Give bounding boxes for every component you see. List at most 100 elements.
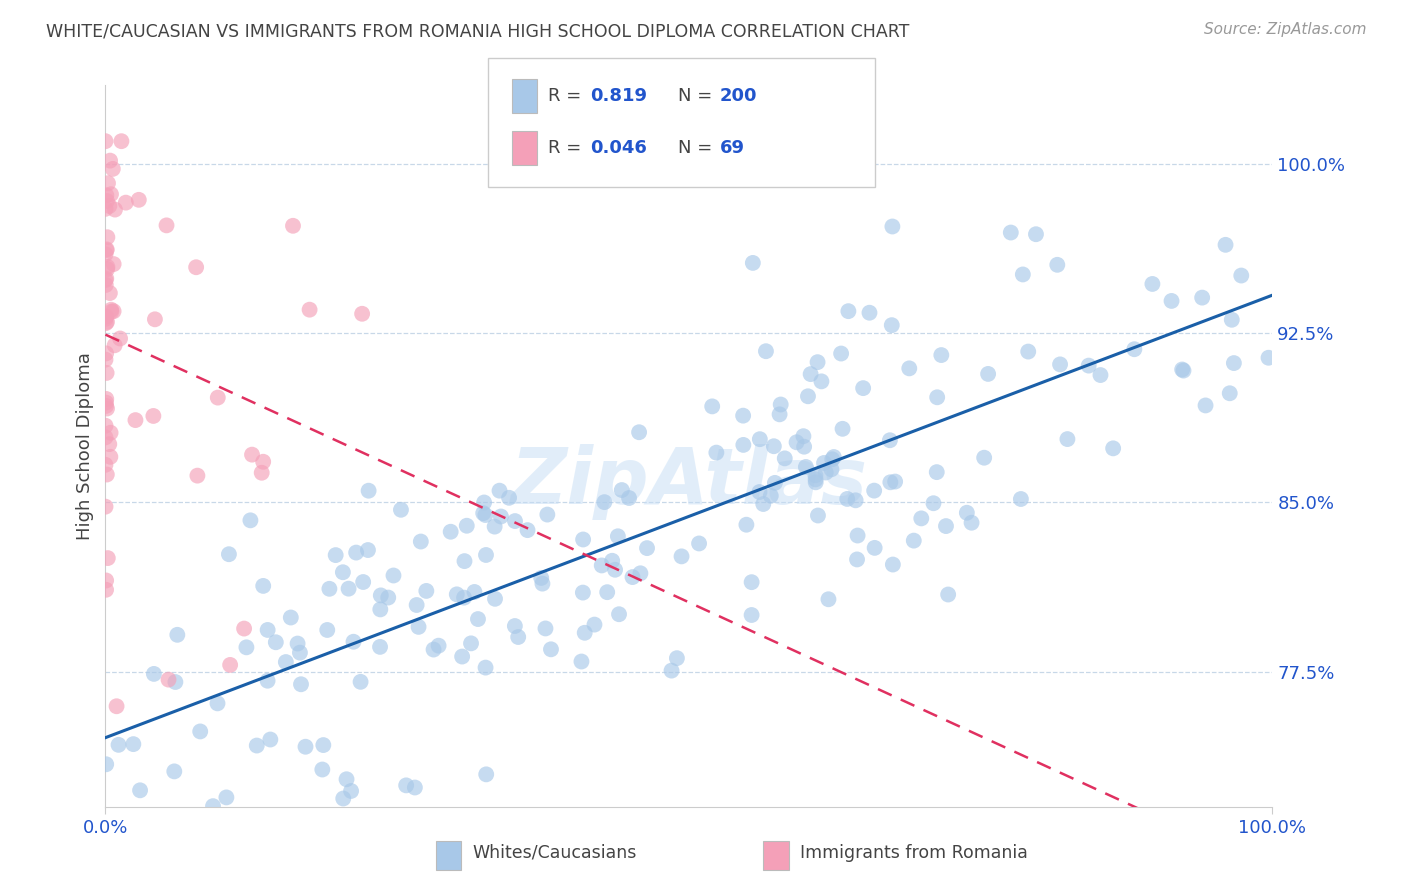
Point xyxy=(122,737,145,751)
Point xyxy=(427,639,450,653)
Point xyxy=(1102,442,1125,456)
Point xyxy=(1049,358,1071,372)
Point xyxy=(382,568,405,582)
Point xyxy=(96,188,118,202)
Point xyxy=(235,640,257,655)
Text: Immigrants from Romania: Immigrants from Romania xyxy=(800,844,1028,862)
Point xyxy=(460,636,482,650)
Point xyxy=(357,483,380,498)
Point xyxy=(219,657,242,672)
Point xyxy=(1160,293,1182,308)
Point xyxy=(440,524,463,539)
Point xyxy=(1025,227,1047,242)
Point xyxy=(233,622,256,636)
Point xyxy=(256,673,278,688)
Point xyxy=(755,344,778,359)
Point xyxy=(207,391,229,405)
Point xyxy=(735,517,758,532)
Point xyxy=(96,271,118,285)
Point xyxy=(252,579,274,593)
Point xyxy=(405,598,427,612)
Point xyxy=(281,219,304,233)
Point xyxy=(935,519,957,533)
Point xyxy=(103,304,125,318)
Point xyxy=(96,244,118,258)
Point xyxy=(404,780,426,795)
Point xyxy=(98,199,121,213)
Point xyxy=(748,432,770,446)
Point xyxy=(94,418,117,433)
Point xyxy=(94,395,117,409)
Point xyxy=(94,352,117,367)
Point xyxy=(377,591,399,605)
Point xyxy=(104,202,127,217)
Point xyxy=(98,286,121,301)
Point xyxy=(94,273,117,287)
Point xyxy=(103,257,125,271)
Point xyxy=(264,635,287,649)
Point xyxy=(498,491,520,505)
Point xyxy=(804,475,827,490)
Point xyxy=(335,772,357,787)
Point xyxy=(1011,268,1033,282)
Point xyxy=(325,548,347,562)
Point xyxy=(898,361,921,376)
Point xyxy=(628,566,651,581)
Point xyxy=(610,483,633,497)
Point xyxy=(415,583,437,598)
Point xyxy=(128,193,150,207)
Point xyxy=(661,664,683,678)
Point xyxy=(472,506,495,520)
Point xyxy=(114,195,136,210)
Point xyxy=(1191,291,1213,305)
Point xyxy=(256,623,278,637)
Point xyxy=(97,551,120,566)
Text: 0.046: 0.046 xyxy=(591,139,647,157)
Point xyxy=(94,134,117,148)
Point xyxy=(484,591,506,606)
Point xyxy=(311,763,333,777)
Point xyxy=(821,452,844,467)
Point xyxy=(132,836,155,850)
Point xyxy=(607,607,630,622)
Point xyxy=(882,558,904,572)
Point xyxy=(863,541,886,555)
Point xyxy=(741,607,763,622)
Point xyxy=(100,187,122,202)
Point xyxy=(472,495,495,509)
Point xyxy=(503,514,526,528)
Point xyxy=(96,243,118,257)
Point xyxy=(298,302,321,317)
Point xyxy=(96,310,118,324)
Point xyxy=(846,528,869,542)
Point xyxy=(741,256,763,270)
Point xyxy=(1046,258,1069,272)
Point xyxy=(259,732,281,747)
Point xyxy=(340,784,363,798)
Text: R =: R = xyxy=(548,139,588,157)
Point xyxy=(572,585,595,599)
Point xyxy=(110,134,132,148)
Point xyxy=(688,536,710,550)
Text: N =: N = xyxy=(678,139,717,157)
Point xyxy=(813,456,835,470)
Point xyxy=(124,413,146,427)
Point xyxy=(94,277,117,292)
Point xyxy=(98,153,121,168)
Point xyxy=(96,401,118,416)
Point xyxy=(94,430,117,444)
Point xyxy=(823,450,845,464)
Point xyxy=(186,468,208,483)
Point xyxy=(96,262,118,277)
Point xyxy=(858,306,880,320)
Point xyxy=(763,475,786,490)
Point xyxy=(931,348,953,362)
Point xyxy=(96,757,118,772)
Point xyxy=(800,367,823,381)
Point xyxy=(108,331,131,345)
Point xyxy=(863,483,886,498)
Point xyxy=(318,582,340,596)
Point xyxy=(846,552,869,566)
Point xyxy=(100,302,122,317)
Point xyxy=(186,260,208,275)
